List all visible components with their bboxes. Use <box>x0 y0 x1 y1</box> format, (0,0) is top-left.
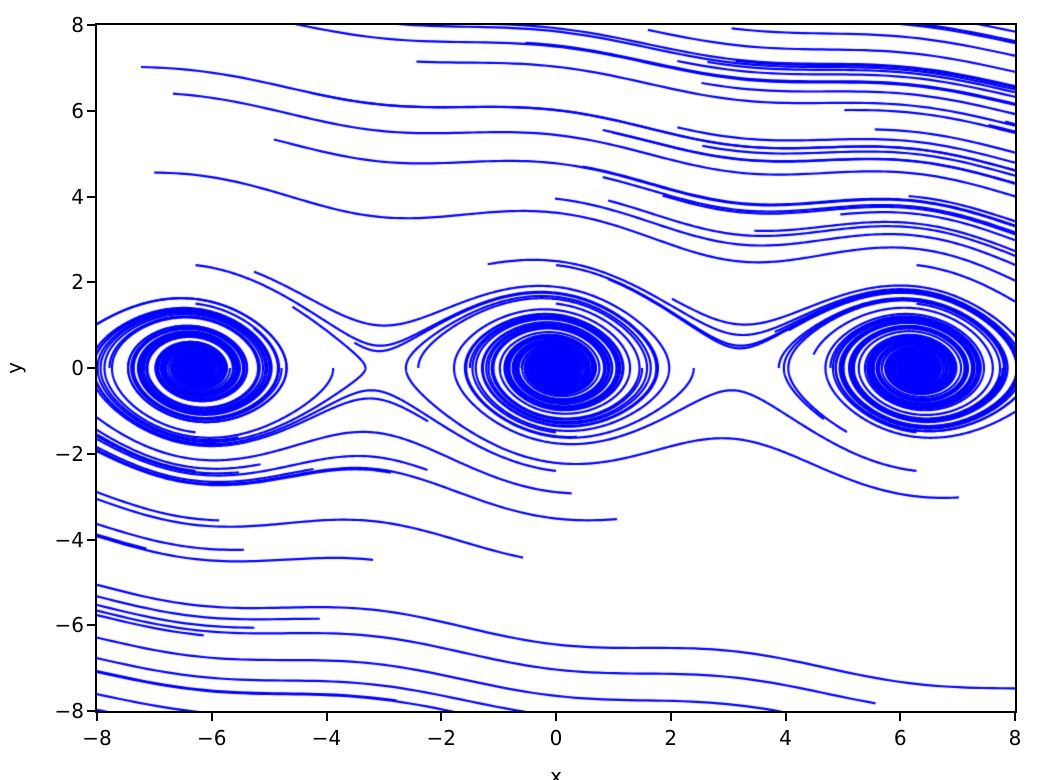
y-tick-mark <box>87 624 95 627</box>
x-tick-mark <box>784 713 787 721</box>
x-tick-label: 6 <box>893 726 907 750</box>
y-tick-mark <box>87 195 95 198</box>
x-tick-mark <box>669 713 672 721</box>
y-tick-label: −4 <box>54 527 84 552</box>
trajectories-canvas <box>97 25 1015 711</box>
x-axis-label: x <box>550 764 562 780</box>
y-tick-mark <box>87 109 95 112</box>
x-tick-mark <box>440 713 443 721</box>
y-tick-mark <box>87 452 95 455</box>
y-axis-label: y <box>2 362 26 374</box>
plot-area <box>95 23 1017 713</box>
y-tick-label: −8 <box>54 699 84 723</box>
x-tick-mark <box>325 713 328 721</box>
y-tick-mark <box>87 538 95 541</box>
x-tick-mark <box>899 713 902 721</box>
x-tick-label: 4 <box>779 726 792 750</box>
x-tick-label: −8 <box>82 726 112 750</box>
x-tick-mark <box>1014 713 1016 721</box>
y-tick-mark <box>87 367 95 369</box>
y-tick-mark <box>87 281 95 284</box>
x-tick-mark <box>555 713 557 721</box>
y-tick-label: 4 <box>71 184 84 209</box>
y-tick-label: 0 <box>71 356 84 380</box>
y-tick-label: −6 <box>54 613 84 638</box>
y-tick-label: 2 <box>71 270 84 295</box>
x-tick-mark <box>96 713 98 721</box>
x-tick-label: 2 <box>664 726 678 750</box>
y-tick-mark <box>87 710 95 712</box>
y-tick-label: 8 <box>71 13 84 37</box>
y-tick-mark <box>87 24 95 26</box>
x-tick-label: 0 <box>549 726 563 750</box>
x-tick-label: 8 <box>1008 726 1022 750</box>
x-tick-label: −4 <box>311 726 342 750</box>
y-tick-label: −2 <box>54 441 84 466</box>
x-tick-label: −2 <box>426 726 456 750</box>
y-tick-label: 6 <box>71 98 84 123</box>
x-tick-mark <box>210 713 213 721</box>
x-tick-label: −6 <box>197 726 227 750</box>
